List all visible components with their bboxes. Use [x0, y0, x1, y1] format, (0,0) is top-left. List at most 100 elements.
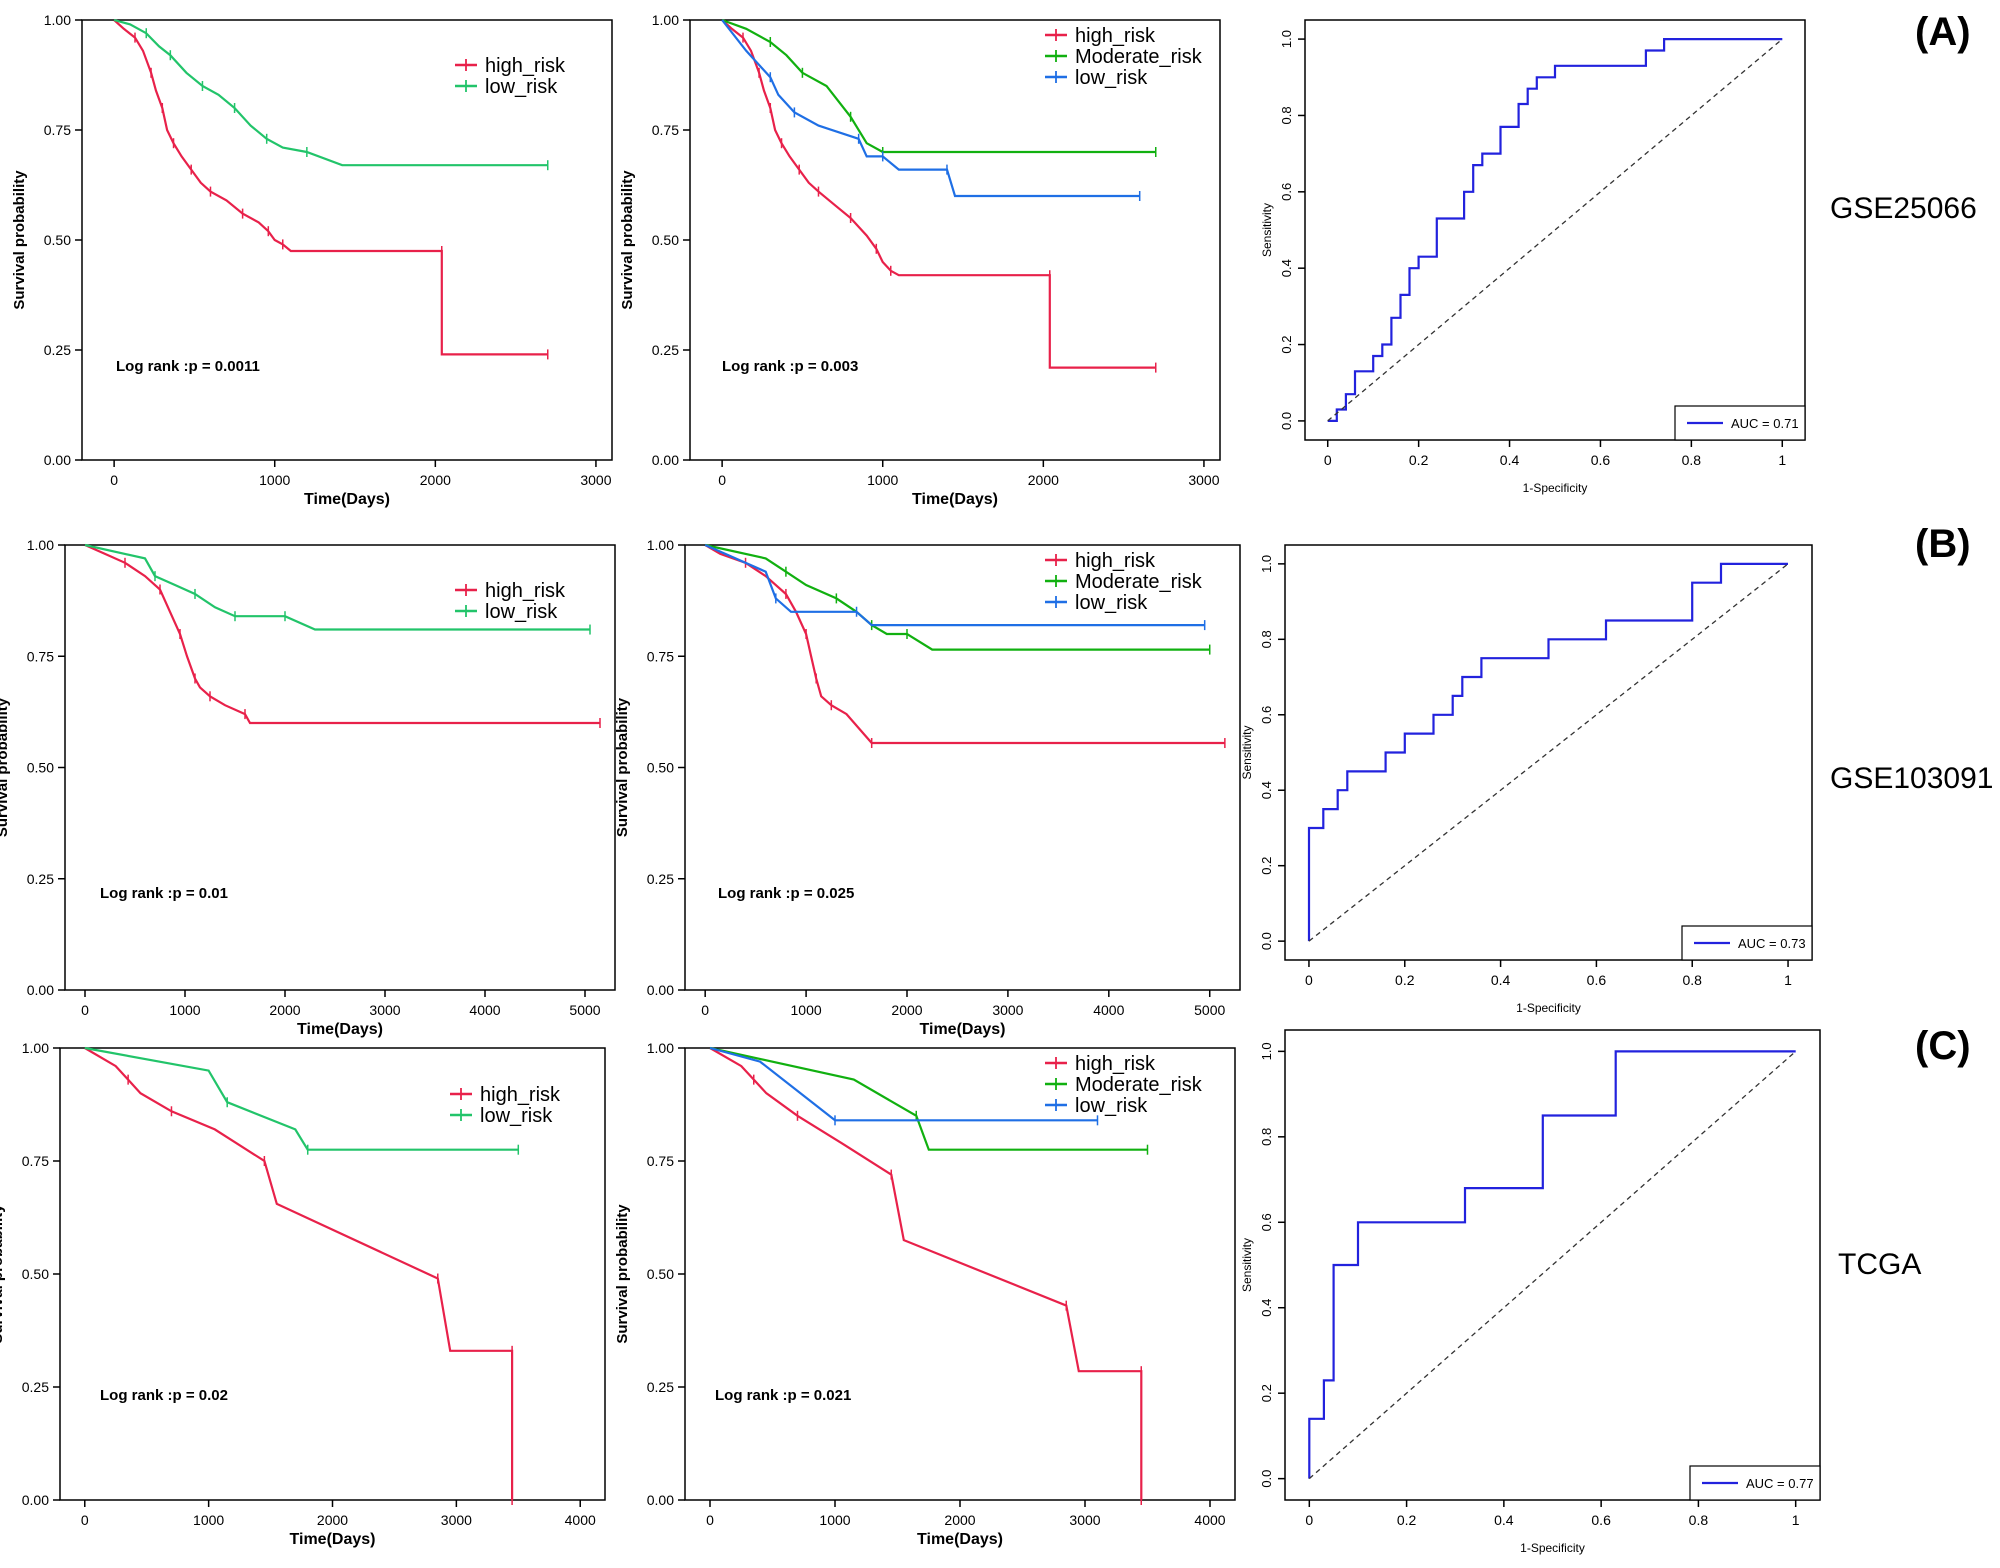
x-tick-label: 3000	[441, 1512, 472, 1528]
y-tick-label: 1.00	[647, 1040, 674, 1056]
series-line-ROC	[1307, 562, 1788, 942]
y-tick-label: 0.50	[44, 232, 71, 248]
x-tick-label: 4000	[469, 1002, 500, 1018]
chart-panel-5: 0.00 0.25 0.50 0.75 1.00 0 1000 2000 3000 4000 500…	[614, 537, 1241, 1038]
y-tick-label: 1.00	[22, 1040, 49, 1056]
legend-label-high_risk: high_risk	[485, 55, 566, 77]
dataset-label-b: GSE103091	[1830, 762, 1994, 795]
plot-frame	[1284, 544, 1813, 961]
x-tick-label: 3000	[992, 1002, 1023, 1018]
y-tick-label: 0.8	[1259, 1128, 1274, 1146]
y-tick-label: 0.00	[647, 982, 674, 998]
log-rank-annotation: Log rank :p = 0.003	[722, 358, 858, 375]
y-tick-label: 1.0	[1259, 555, 1274, 573]
legend-label-low_risk: low_risk	[485, 76, 558, 98]
x-axis-title: Time(Days)	[917, 1531, 1003, 1548]
panel-letter-c: (C)	[1915, 1024, 1971, 1068]
x-tick-label: 0	[1324, 452, 1332, 468]
x-tick-label: 3000	[369, 1002, 400, 1018]
x-tick-label: 0	[718, 472, 726, 488]
y-tick-label: 0.8	[1279, 106, 1294, 124]
y-tick-label: 0.2	[1259, 1384, 1274, 1402]
y-tick-label: 0.75	[22, 1153, 49, 1169]
x-tick-label: 0	[81, 1512, 89, 1528]
log-rank-annotation: Log rank :p = 0.025	[718, 885, 854, 902]
x-tick-label: 0	[701, 1002, 709, 1018]
diagonal-reference-line	[1327, 38, 1783, 422]
legend-label-high_risk: high_risk	[480, 1084, 561, 1106]
x-tick-label: 0.4	[1491, 972, 1511, 988]
y-tick-label: 1.00	[647, 537, 674, 553]
x-tick-label: 4000	[565, 1512, 596, 1528]
x-tick-label: 0.6	[1591, 1512, 1611, 1528]
y-axis-title: Sensitivity	[1240, 725, 1254, 779]
legend-label-low_risk: low_risk	[480, 1105, 553, 1127]
y-axis-title: Sensitivity	[1260, 203, 1274, 257]
x-tick-label: 0.6	[1587, 972, 1607, 988]
auc-legend-label: AUC = 0.73	[1738, 936, 1806, 951]
y-tick-label: 0.4	[1259, 1299, 1274, 1317]
y-tick-label: 0.8	[1259, 630, 1274, 648]
chart-panel-7: 0.00 0.25 0.50 0.75 1.00 0 1000 2000 3000 4000 Tim…	[0, 1040, 606, 1548]
series-line-ROC	[1308, 1050, 1796, 1479]
y-axis-title: Survival probability	[0, 697, 11, 837]
plot-frame	[684, 544, 1241, 991]
legend-label-Moderate_risk: Moderate_risk	[1075, 46, 1203, 68]
y-axis-title: Sensitivity	[1240, 1238, 1254, 1292]
x-tick-label: 2000	[420, 472, 451, 488]
y-tick-label: 0.50	[27, 760, 54, 776]
y-tick-label: 0.75	[652, 122, 679, 138]
x-axis-title: Time(Days)	[920, 1021, 1006, 1038]
plot-frame	[1284, 1029, 1821, 1501]
y-tick-label: 0.6	[1279, 183, 1294, 201]
y-tick-label: 0.0	[1279, 412, 1294, 430]
auc-legend-label: AUC = 0.77	[1746, 1476, 1814, 1491]
y-tick-label: 0.25	[27, 871, 54, 887]
chart-panel-2: 0.00 0.25 0.50 0.75 1.00 0 1000 2000 3000 Time(Da…	[619, 12, 1221, 508]
x-tick-label: 2000	[891, 1002, 922, 1018]
series-line-low_risk	[704, 543, 1205, 627]
legend-label-low_risk: low_risk	[1075, 67, 1148, 89]
y-tick-label: 0.2	[1279, 336, 1294, 354]
x-axis-title: Time(Days)	[912, 491, 998, 508]
series-line-Moderate_risk	[721, 18, 1156, 154]
log-rank-annotation: Log rank :p = 0.0011	[116, 358, 260, 375]
series-line-high_risk	[709, 1047, 1143, 1500]
x-tick-label: 0	[1305, 972, 1313, 988]
y-tick-label: 1.0	[1279, 30, 1294, 48]
series-line-high_risk	[84, 1047, 514, 1500]
x-tick-label: 0.2	[1395, 972, 1415, 988]
x-tick-label: 3000	[580, 472, 611, 488]
y-tick-label: 0.4	[1259, 781, 1274, 799]
series-line-high_risk	[113, 19, 548, 356]
chart-panel-4: 0.00 0.25 0.50 0.75 1.00 0 1000 2000 3000 4000 500…	[0, 537, 616, 1038]
y-axis-title: Survival probability	[0, 1204, 6, 1344]
y-tick-label: 0.6	[1259, 1213, 1274, 1231]
y-tick-label: 0.75	[647, 648, 674, 664]
y-tick-label: 1.00	[27, 537, 54, 553]
x-tick-label: 1000	[791, 1002, 822, 1018]
diagonal-reference-line	[1308, 563, 1789, 942]
y-tick-label: 0.00	[44, 452, 71, 468]
y-tick-label: 0.75	[647, 1153, 674, 1169]
legend-label-low_risk: low_risk	[485, 601, 558, 623]
chart-panel-1: 0.00 0.25 0.50 0.75 1.00 0 1000 2000 3000 Time(Da…	[11, 12, 613, 508]
x-tick-label: 0	[706, 1512, 714, 1528]
dataset-label-c: TCGA	[1838, 1248, 1922, 1281]
x-tick-label: 1000	[193, 1512, 224, 1528]
x-axis-title: 1-Specificity	[1520, 1541, 1585, 1555]
y-tick-label: 0.00	[22, 1492, 49, 1508]
series-line-low_risk	[709, 1046, 1098, 1122]
chart-panel-8: 0.00 0.25 0.50 0.75 1.00 0 1000 2000 3000 4000 Tim…	[614, 1040, 1236, 1548]
dataset-label-a: GSE25066	[1830, 192, 1977, 225]
x-tick-label: 1	[1784, 972, 1792, 988]
y-tick-label: 0.25	[44, 342, 71, 358]
x-axis-title: Time(Days)	[304, 491, 390, 508]
x-tick-label: 0.8	[1689, 1512, 1709, 1528]
x-tick-label: 0.8	[1682, 972, 1702, 988]
x-tick-label: 3000	[1069, 1512, 1100, 1528]
legend-label-high_risk: high_risk	[485, 580, 566, 602]
legend-label-low_risk: low_risk	[1075, 1095, 1148, 1117]
y-tick-label: 1.00	[652, 12, 679, 28]
x-axis-title: Time(Days)	[290, 1531, 376, 1548]
